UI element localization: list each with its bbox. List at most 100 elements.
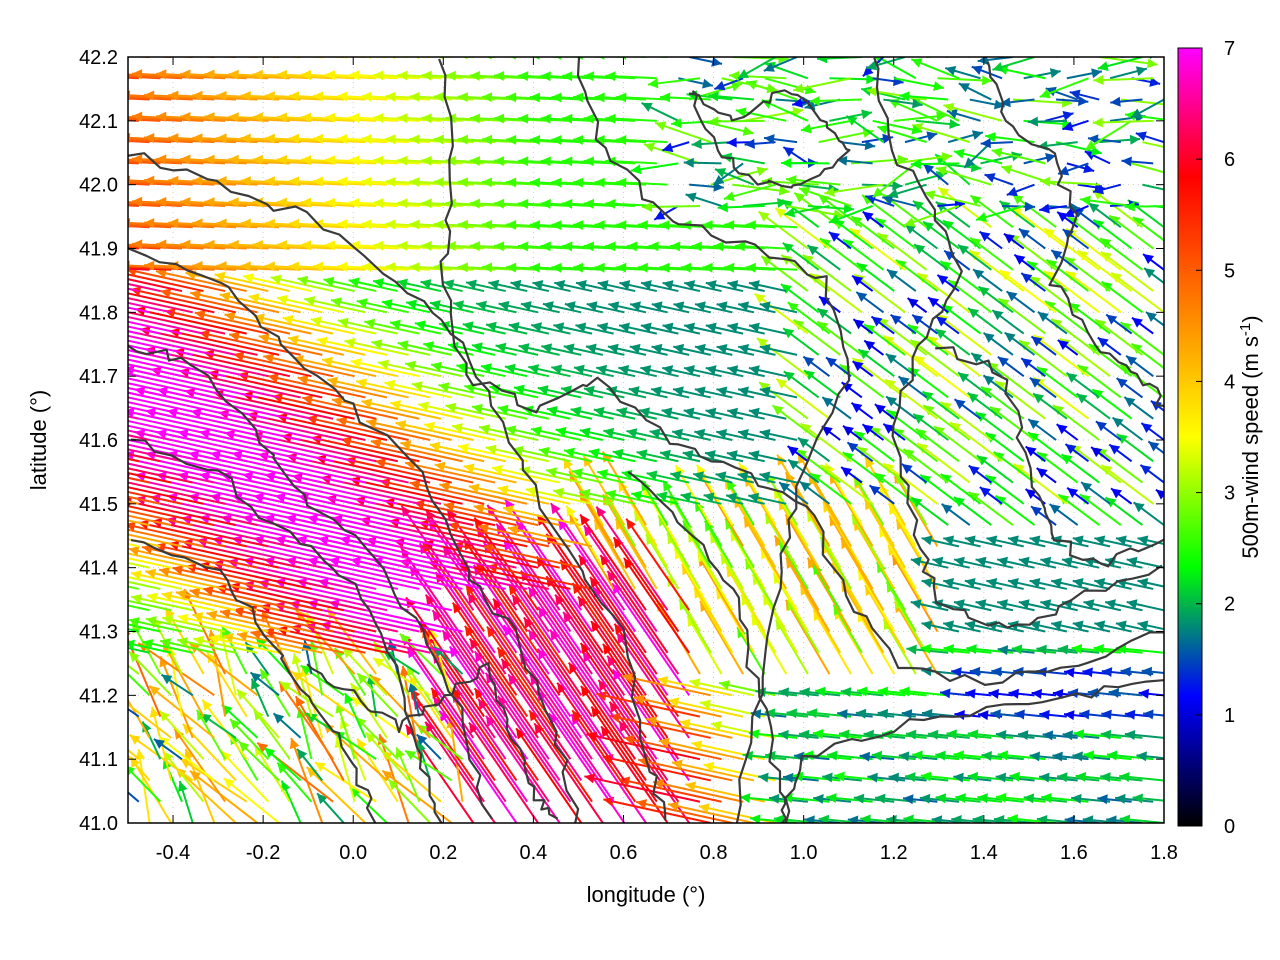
wind-vector xyxy=(1083,599,1122,612)
wind-vector xyxy=(979,486,1003,505)
wind-vector xyxy=(128,514,172,527)
wind-vector xyxy=(1029,535,1068,548)
wind-vector xyxy=(228,331,323,356)
wind-vector xyxy=(969,194,1014,229)
wind-vector xyxy=(1013,253,1036,271)
wind-vector xyxy=(727,322,765,335)
wind-vector xyxy=(1006,183,1035,197)
wind-vector xyxy=(986,578,1024,590)
wind-vector xyxy=(737,386,776,399)
wind-vector xyxy=(820,464,874,505)
wind-vector xyxy=(1097,794,1132,805)
wind-vector xyxy=(869,426,917,463)
wind-vector xyxy=(263,746,302,782)
wind-vector xyxy=(370,438,463,463)
wind-vector xyxy=(142,638,193,654)
wind-vector xyxy=(267,373,366,399)
wind-vector xyxy=(128,181,172,186)
wind-vector xyxy=(128,509,193,527)
wind-vector xyxy=(1131,316,1154,335)
wind-vector xyxy=(780,283,820,314)
wind-vector xyxy=(997,355,1025,377)
wind-vector xyxy=(300,112,377,123)
wind-vector xyxy=(763,134,798,145)
wind-vector xyxy=(429,441,506,463)
terrain-contours xyxy=(128,57,1164,823)
wind-vector xyxy=(128,490,183,505)
wind-vector xyxy=(942,620,981,633)
wind-vector xyxy=(128,521,226,548)
wind-vector xyxy=(300,240,377,251)
wind-vector xyxy=(555,57,603,60)
wind-vector xyxy=(640,365,679,378)
wind-vector xyxy=(732,57,789,64)
wind-vector xyxy=(629,343,668,356)
wind-vector xyxy=(462,57,517,60)
wind-vector xyxy=(314,761,377,803)
wind-vector xyxy=(579,642,647,739)
wind-vector xyxy=(291,670,356,718)
wind-vector xyxy=(177,780,194,823)
wind-vector xyxy=(128,396,226,420)
terrain-contour xyxy=(306,662,559,820)
wind-vector xyxy=(597,280,636,293)
wind-vector xyxy=(263,353,355,378)
wind-vector xyxy=(485,715,561,823)
wind-vector xyxy=(1066,68,1103,80)
x-tick-label: 1.2 xyxy=(880,842,908,864)
wind-vector xyxy=(575,280,614,293)
wind-vector xyxy=(130,593,193,612)
wind-vector xyxy=(288,91,366,102)
wind-vector xyxy=(252,239,334,250)
wind-vector xyxy=(745,220,798,231)
wind-vector xyxy=(899,686,949,697)
wind-vector xyxy=(1137,620,1164,631)
wind-vector xyxy=(1039,203,1068,214)
wind-vector xyxy=(1088,343,1133,377)
wind-vector xyxy=(1109,66,1148,80)
wind-vector xyxy=(1049,503,1079,526)
wind-vector xyxy=(942,577,981,590)
wind-vector xyxy=(280,780,302,823)
wind-vector xyxy=(204,112,290,123)
wind-vector xyxy=(784,204,830,218)
wind-vector xyxy=(192,612,269,633)
wind-vector xyxy=(1100,464,1154,505)
wind-vector xyxy=(564,301,604,314)
wind-vector xyxy=(922,163,949,186)
wind-vector xyxy=(276,197,355,208)
wind-vector xyxy=(304,296,366,314)
wind-vector xyxy=(240,261,323,272)
wind-vector xyxy=(922,220,960,250)
wind-vector xyxy=(967,491,1014,526)
wind-vector xyxy=(1142,141,1164,149)
wind-vector xyxy=(344,338,409,356)
wind-vector xyxy=(324,112,398,123)
wind-vector xyxy=(618,322,658,335)
wind-vector xyxy=(1007,535,1046,548)
wind-vector xyxy=(365,731,410,782)
wind-vector xyxy=(651,343,690,356)
wind-vector xyxy=(180,154,269,165)
wind-vector xyxy=(1104,496,1144,526)
wind-vector xyxy=(795,448,841,484)
wind-vector xyxy=(375,458,474,484)
wind-vector xyxy=(612,536,680,633)
wind-vector xyxy=(168,218,258,229)
wind-vector xyxy=(1140,422,1164,441)
wind-vector xyxy=(1087,134,1121,145)
wind-vector xyxy=(934,328,971,356)
wind-vector xyxy=(128,472,172,484)
wind-vector xyxy=(1137,535,1164,546)
wind-vector xyxy=(1119,363,1164,399)
wind-vector xyxy=(1029,578,1068,590)
wind-vector xyxy=(585,343,625,356)
wind-vector xyxy=(500,658,572,760)
wind-vector xyxy=(705,280,744,293)
wind-vector xyxy=(510,57,560,60)
wind-vector xyxy=(128,268,129,270)
wind-vector xyxy=(1056,423,1079,441)
wind-vector xyxy=(683,322,722,335)
wind-vector xyxy=(131,111,226,122)
wind-vector xyxy=(128,443,204,463)
